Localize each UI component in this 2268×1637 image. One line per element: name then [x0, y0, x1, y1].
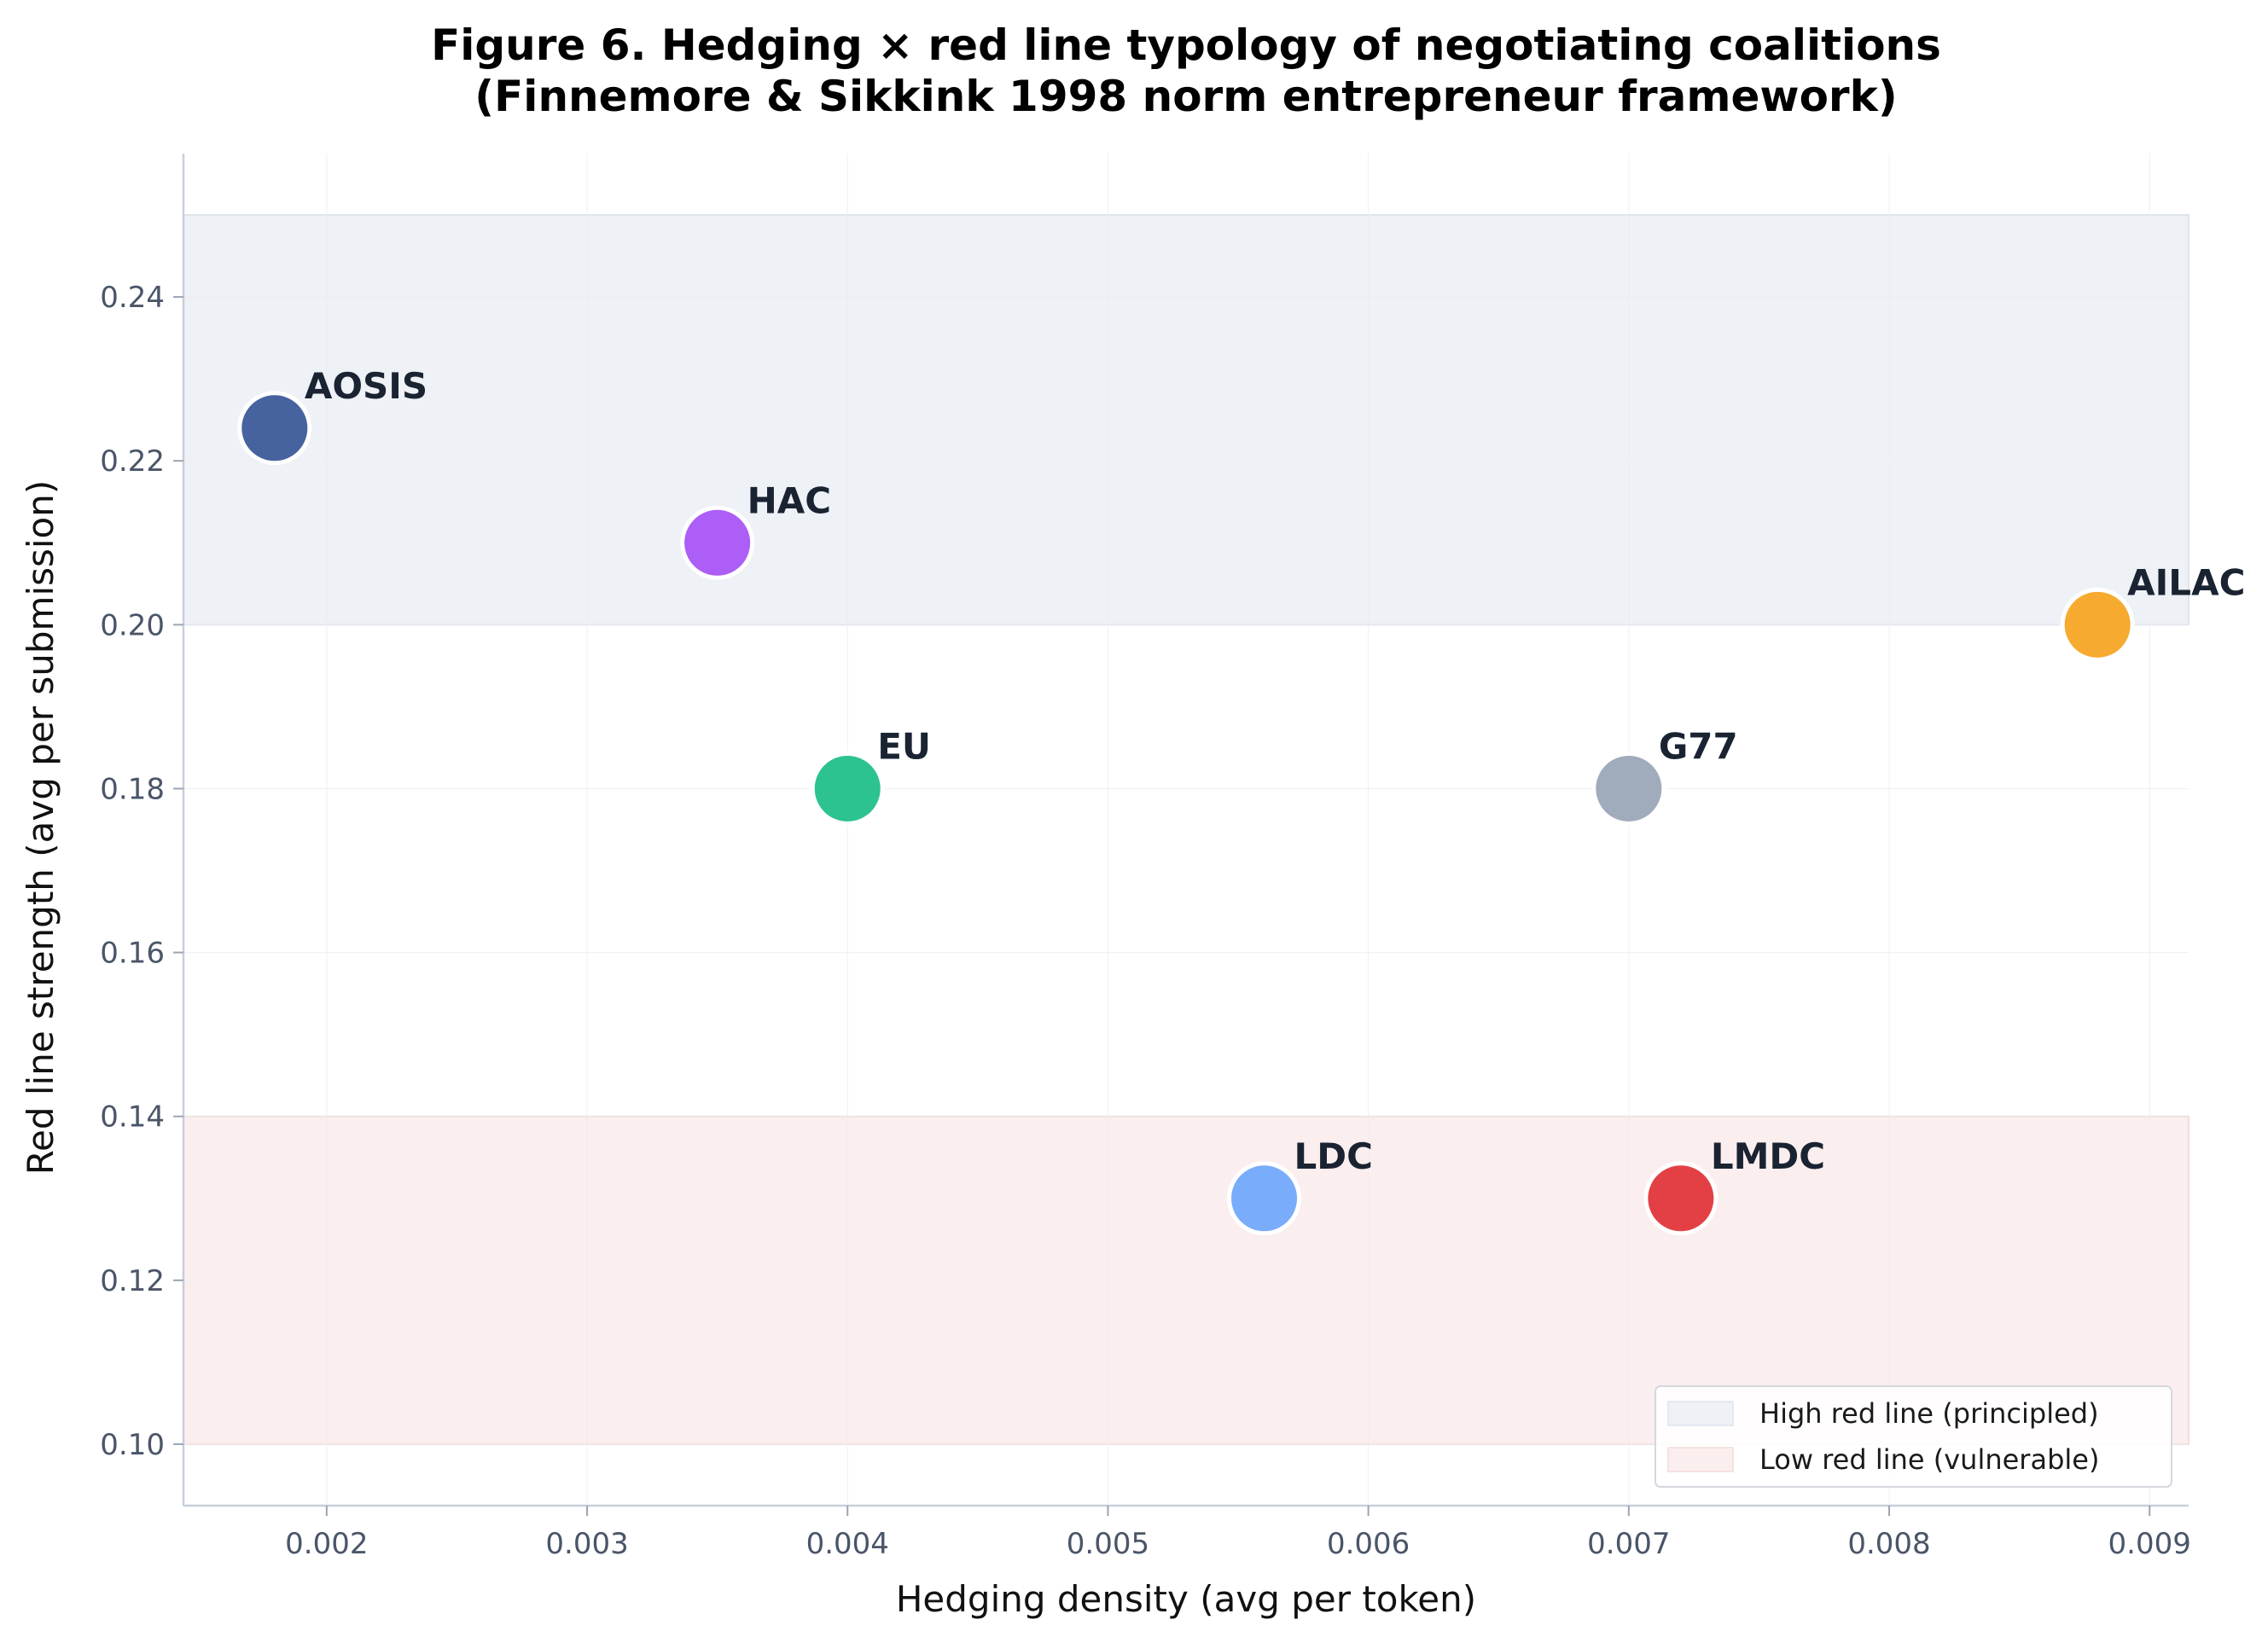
legend-box	[1654, 1385, 2172, 1488]
point-label-eu: EU	[877, 725, 931, 767]
y-tick-label: 0.14	[100, 1100, 165, 1135]
legend-swatch-low	[1667, 1447, 1734, 1472]
y-tick-label: 0.18	[100, 772, 165, 806]
y-tick-label: 0.12	[100, 1264, 165, 1298]
point-label-hac: HAC	[747, 479, 831, 521]
point-label-ailac: AILAC	[2127, 561, 2245, 603]
point-g77	[1591, 751, 1666, 826]
y-axis-label: Red line strength (avg per submission)	[20, 480, 61, 1176]
point-hac	[680, 505, 755, 580]
legend-label-low: Low red line (vulnerable)	[1759, 1443, 2099, 1476]
legend-label-high: High red line (principled)	[1759, 1397, 2099, 1430]
y-tick-label: 0.16	[100, 937, 165, 971]
points-layer	[237, 391, 2135, 1236]
x-tick-label: 0.003	[545, 1527, 628, 1561]
x-tick-label: 0.009	[2108, 1527, 2191, 1561]
x-tick-label: 0.004	[806, 1527, 889, 1561]
point-label-aosis: AOSIS	[305, 365, 427, 407]
chart-subtitle: (Finnemore & Sikkink 1998 norm entrepren…	[474, 72, 1897, 121]
legend: High red line (principled) Low red line …	[1654, 1385, 2172, 1488]
axes-layer: 0.002 0.003 0.004 0.005 0.006 0.007 0.008 0.009…	[100, 154, 2191, 1561]
point-aosis	[237, 391, 312, 466]
point-label-ldc: LDC	[1294, 1135, 1373, 1177]
point-eu	[810, 751, 885, 826]
point-label-lmdc: LMDC	[1711, 1135, 1825, 1177]
x-tick-label: 0.008	[1847, 1527, 1930, 1561]
y-tick-label: 0.22	[100, 444, 165, 479]
point-label-g77: G77	[1659, 725, 1738, 767]
legend-swatch-high	[1667, 1401, 1734, 1426]
chart-title: Figure 6. Hedging × red line typology of…	[431, 20, 1941, 70]
x-tick-label: 0.002	[285, 1527, 368, 1561]
point-ldc	[1227, 1161, 1302, 1236]
band-high-red-line	[183, 214, 2189, 626]
band-layer	[183, 214, 2189, 1445]
y-tick-label: 0.24	[100, 281, 165, 315]
x-axis-label: Hedging density (avg per token)	[896, 1578, 1476, 1620]
x-tick-label: 0.007	[1587, 1527, 1670, 1561]
x-tick-label: 0.006	[1327, 1527, 1410, 1561]
point-ailac	[2060, 587, 2135, 662]
y-tick-label: 0.10	[100, 1428, 165, 1462]
y-tick-label: 0.20	[100, 608, 165, 642]
x-tick-label: 0.005	[1067, 1527, 1149, 1561]
point-label-layer: AOSIS HAC AILAC EU G77 LDC LMDC	[305, 365, 2246, 1177]
point-lmdc	[1643, 1161, 1718, 1236]
grid-layer	[183, 154, 2189, 1506]
